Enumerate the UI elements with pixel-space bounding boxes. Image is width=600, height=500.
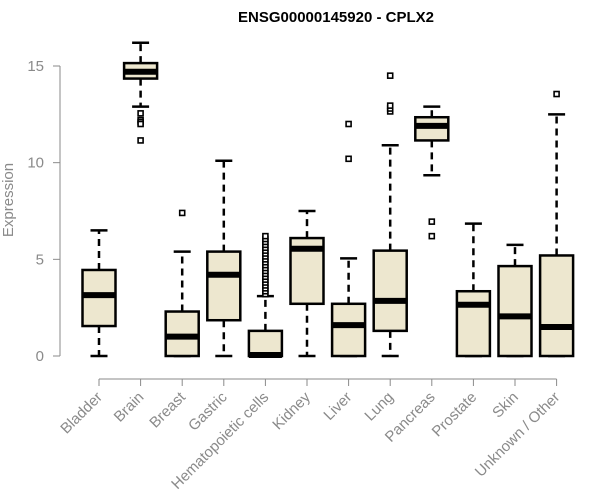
outlier-point <box>137 110 144 117</box>
box-iqr <box>455 289 492 358</box>
box-gastric <box>206 159 242 358</box>
chart-title: ENSG00000145920 - CPLX2 <box>238 9 434 26</box>
x-tick-label: Prostate <box>429 389 481 441</box>
outlier-point <box>553 90 560 98</box>
boxes-group <box>81 41 575 359</box>
outlier-point <box>386 102 394 109</box>
box-iqr <box>372 249 408 333</box>
box-hematopoietic-cells <box>247 232 284 359</box>
box-bladder <box>81 229 117 358</box>
box-liver <box>330 120 367 358</box>
x-tick-label: Liver <box>320 389 355 424</box>
box-brain <box>122 41 159 144</box>
x-tick-label: Kidney <box>269 388 314 433</box>
outlier-point <box>428 232 436 240</box>
box-kidney <box>289 209 325 358</box>
box-iqr <box>330 302 367 358</box>
box-breast <box>164 209 200 358</box>
outlier-point <box>386 72 394 79</box>
box-pancreas <box>414 105 450 240</box>
y-axis-label: Expression <box>0 163 17 237</box>
x-tick-label: Lung <box>361 389 397 425</box>
x-tick-label: Brain <box>111 389 148 426</box>
y-tick-label-5: 5 <box>36 251 44 268</box>
outlier-point <box>137 120 144 128</box>
outlier-point <box>262 232 269 240</box>
x-tick-label: Breast <box>146 388 189 431</box>
box-skin <box>497 243 533 358</box>
outlier-point <box>345 120 352 128</box>
y-axis: 0 5 10 15 <box>27 58 61 365</box>
y-tick-label-10: 10 <box>27 155 44 172</box>
box-iqr <box>206 250 242 322</box>
outlier-point <box>345 155 352 163</box>
box-iqr <box>538 254 575 358</box>
box-prostate <box>455 222 492 358</box>
outlier-point <box>428 218 436 225</box>
x-tick-label: Bladder <box>57 389 106 438</box>
box-unknown-other <box>538 90 575 358</box>
box-lung <box>372 72 408 358</box>
x-tick-label: Skin <box>489 389 522 422</box>
box-iqr <box>497 264 533 358</box>
outlier-point <box>178 209 186 217</box>
y-tick-label-0: 0 <box>36 348 44 365</box>
outlier-point <box>137 137 144 144</box>
y-tick-label-15: 15 <box>27 58 44 75</box>
